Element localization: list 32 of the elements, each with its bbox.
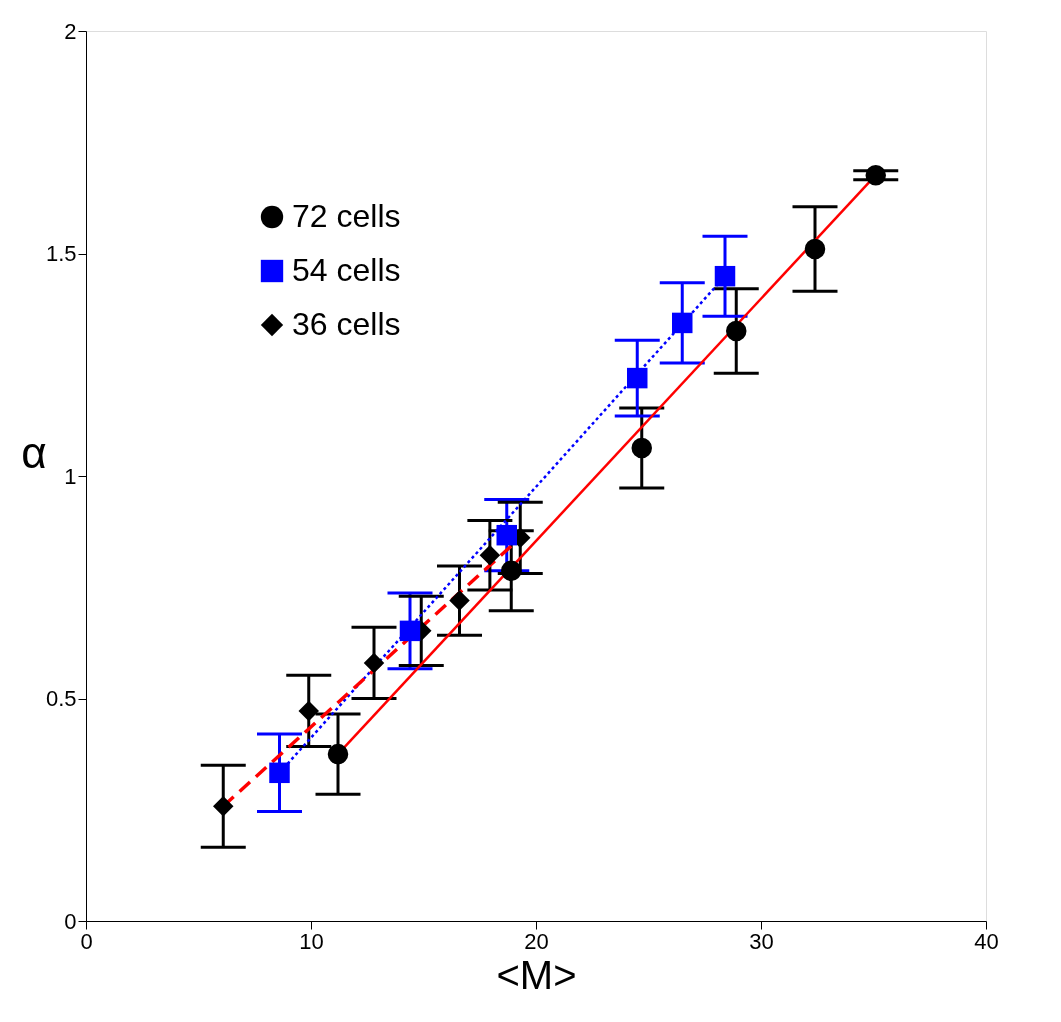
legend-label: 54 cells xyxy=(292,252,401,288)
point xyxy=(804,238,826,260)
x-tick-label: 30 xyxy=(749,928,774,954)
point xyxy=(363,652,385,674)
x-tick-label: 0 xyxy=(80,928,93,954)
point xyxy=(865,164,886,186)
y-tick-label: 1.5 xyxy=(45,241,77,266)
y-axis-title: α xyxy=(21,427,47,477)
point xyxy=(213,795,234,817)
point xyxy=(726,320,747,342)
point xyxy=(672,312,693,334)
legend-label: 36 cells xyxy=(292,306,401,342)
point xyxy=(496,524,517,546)
point xyxy=(269,762,290,784)
x-tick-label: 10 xyxy=(299,928,324,954)
y-tick-label: 0 xyxy=(64,908,77,934)
y-tick-label: 1 xyxy=(64,463,77,489)
x-tick-label: 20 xyxy=(524,928,549,954)
y-tick-label: 2 xyxy=(64,18,77,44)
point xyxy=(501,560,522,582)
legend-label: 72 cells xyxy=(292,198,401,234)
x-axis-title: <M> xyxy=(496,952,577,997)
x-tick-label: 40 xyxy=(974,928,999,954)
point xyxy=(399,620,421,642)
y-tick-label: 0.5 xyxy=(45,686,77,711)
point xyxy=(479,544,501,566)
point xyxy=(449,590,470,611)
point xyxy=(631,437,652,459)
point xyxy=(714,265,736,287)
point xyxy=(298,700,319,722)
point xyxy=(327,743,349,765)
point xyxy=(627,367,648,389)
